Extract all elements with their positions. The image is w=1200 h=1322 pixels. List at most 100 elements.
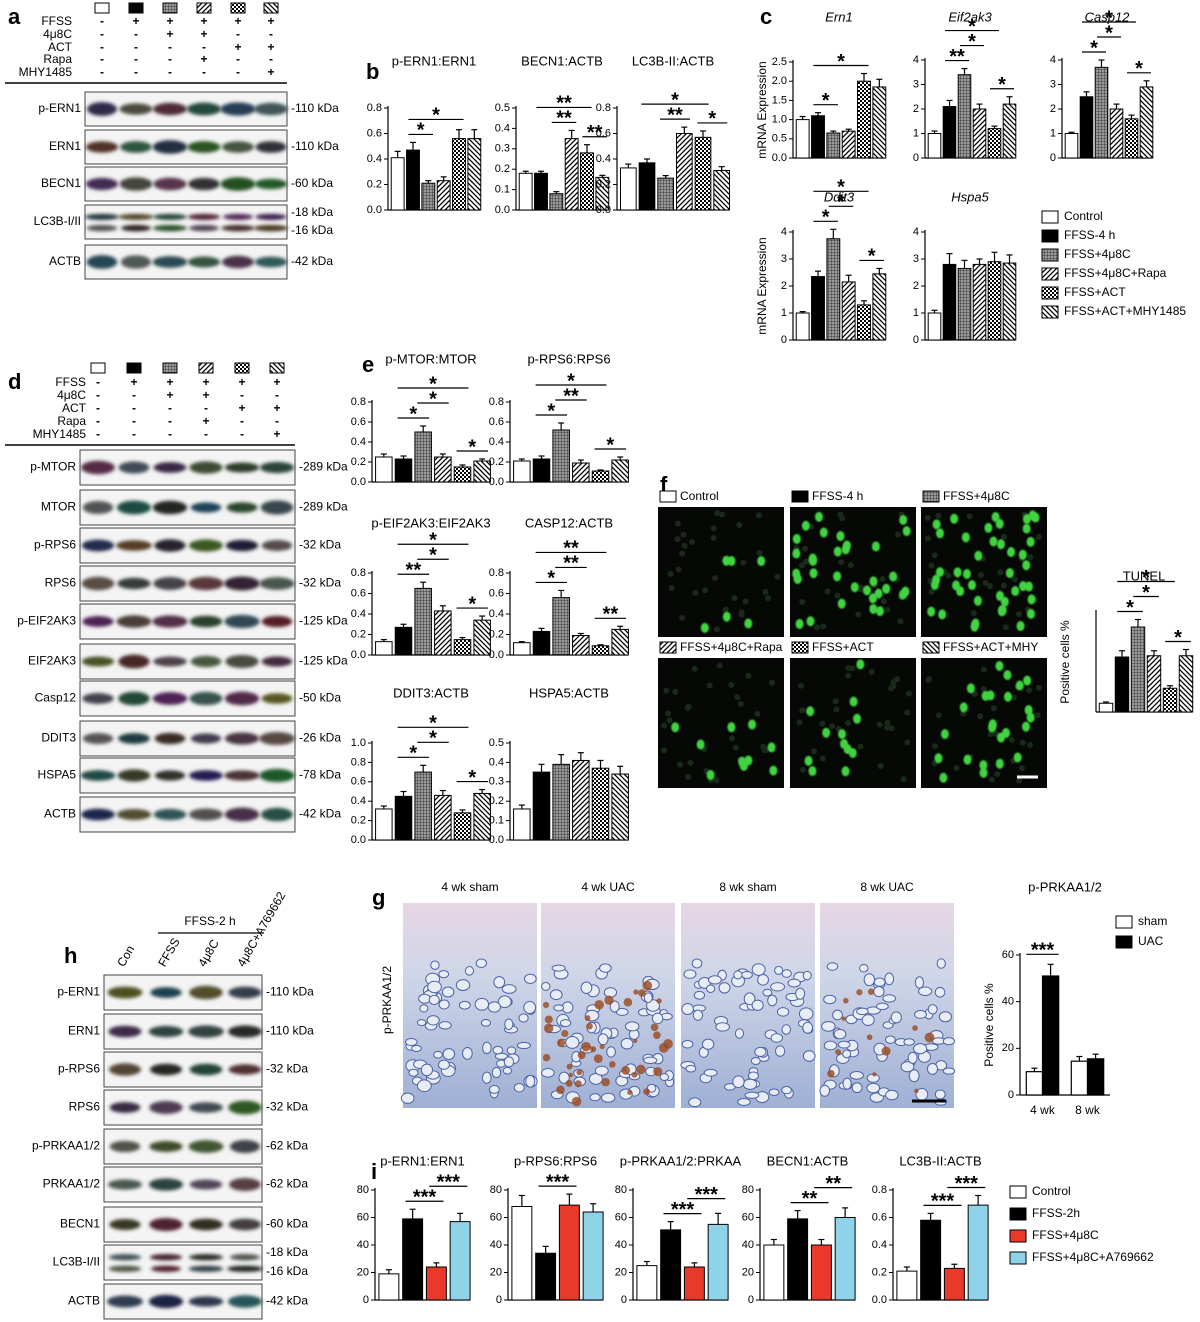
bar [920, 1219, 942, 1301]
bar [841, 281, 856, 341]
chondrocyte [599, 963, 612, 973]
blot-band [120, 255, 152, 269]
y-tick-label: 0.4 [495, 122, 510, 134]
blot-band [109, 1219, 141, 1230]
blot-band [253, 224, 289, 232]
significance-label: * [429, 545, 437, 567]
y-tick-label: 60 [615, 1211, 627, 1223]
blot-band [189, 615, 223, 628]
tunel-positive [952, 580, 961, 591]
chondrocyte [502, 1066, 513, 1075]
bar [787, 1218, 809, 1301]
condition-label: 4μ8C [43, 27, 72, 41]
y-tick-label: 0.6 [351, 776, 366, 788]
positive-stain [914, 1088, 919, 1094]
significance-label: ** [406, 560, 422, 582]
y-tick-label: 0 [363, 1294, 369, 1306]
blot-band [82, 732, 114, 745]
condition-sign: - [168, 427, 172, 441]
condition-sign: - [100, 52, 104, 66]
condition-label: Rapa [57, 414, 86, 428]
bar [552, 763, 570, 841]
chondrocyte [715, 1022, 730, 1032]
tunel-positive [962, 569, 971, 580]
bar [414, 771, 432, 841]
blot-band [148, 1294, 184, 1309]
legend-swatch [1009, 1207, 1027, 1221]
significance-label: * [547, 568, 555, 590]
nucleus-dim [829, 723, 836, 730]
condition-sign: + [267, 65, 274, 79]
tunel-positive [744, 618, 753, 629]
nucleus-dim [714, 510, 721, 517]
condition-sign: + [238, 401, 245, 415]
y-tick-label: 0.8 [489, 396, 504, 408]
blot-band [189, 461, 223, 474]
tunel-positive [671, 722, 680, 733]
tunel-positive [722, 611, 731, 622]
blot-band [221, 255, 255, 269]
image-label: FFSS+ACT+MHY [943, 640, 1038, 654]
blot-band [154, 732, 186, 745]
nucleus-dim [661, 747, 668, 754]
y-tick-label: 40 [615, 1239, 627, 1251]
significance-label: * [429, 713, 437, 735]
blot-band [85, 213, 119, 221]
bar [683, 1266, 705, 1301]
nucleus-dim [663, 687, 670, 694]
chondrocyte [733, 970, 743, 980]
blot-band [228, 1218, 262, 1231]
significance-label: ** [603, 604, 619, 626]
nucleus-dim [765, 594, 772, 601]
tunel-positive [869, 603, 878, 614]
bar [810, 1244, 832, 1301]
blot-band [149, 1254, 183, 1261]
bar [378, 1273, 400, 1301]
bar [572, 462, 590, 483]
y-tick-label: 0.0 [489, 476, 504, 488]
blot-band [224, 807, 260, 822]
nucleus-dim [732, 744, 739, 751]
condition-sign: + [238, 375, 245, 389]
significance-label: * [429, 728, 437, 750]
nucleus-dim [728, 735, 735, 742]
tunel-positive [984, 522, 993, 533]
lane-label: FFSS [155, 936, 182, 970]
nucleus-dim [928, 562, 935, 569]
tunel-positive [806, 616, 815, 627]
condition-sign: - [275, 414, 279, 428]
positive-stain [574, 1080, 582, 1088]
positive-stain [604, 995, 614, 1005]
chondrocyte [866, 1082, 881, 1094]
nucleus-dim [900, 776, 907, 783]
positive-stain [835, 1049, 842, 1055]
nucleus-dim [675, 566, 682, 573]
significance-label: ** [802, 1188, 818, 1210]
chondrocyte [683, 969, 697, 979]
blot-band [153, 462, 187, 473]
tunel-positive [927, 606, 936, 617]
condition-sign: + [202, 414, 209, 428]
bar [834, 1217, 856, 1301]
tunel-positive [833, 571, 842, 582]
blot-band [261, 656, 293, 667]
y-tick-label: 2 [1050, 103, 1056, 115]
bar [532, 630, 551, 656]
band-label: p-RPS6 [58, 1062, 100, 1076]
condition-sign: + [132, 14, 139, 28]
tunel-positive [801, 520, 810, 531]
blot-band [224, 732, 260, 745]
nucleus-dim [762, 588, 769, 595]
chondrocyte [594, 1065, 609, 1076]
chondrocyte [837, 1040, 851, 1049]
blot-frame [79, 643, 296, 680]
blot-band [189, 1179, 223, 1190]
legend-label: Control [1032, 1184, 1071, 1198]
significance-label: ** [587, 122, 603, 144]
nucleus-dim [691, 665, 698, 672]
band-label: p-ERN1 [57, 985, 100, 999]
tunel-positive [959, 702, 968, 713]
nucleus-dim [1011, 694, 1018, 701]
blot-band [153, 808, 187, 821]
y-tick-label: 0 [1050, 152, 1056, 164]
